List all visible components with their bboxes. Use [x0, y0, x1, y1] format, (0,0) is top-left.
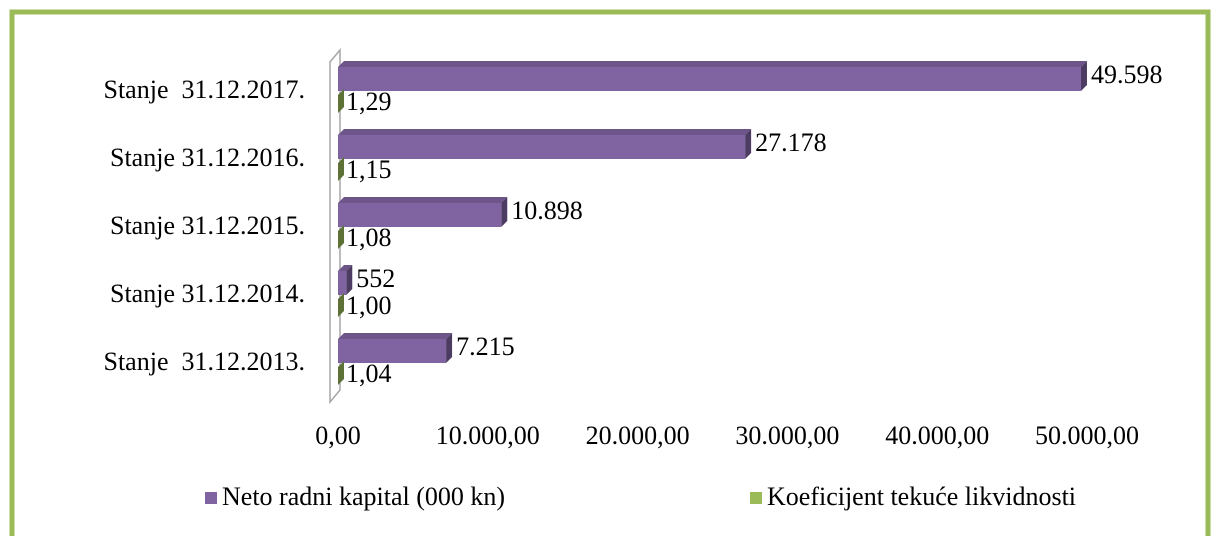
value-label: 1,08	[346, 223, 392, 252]
bar-top	[338, 197, 508, 203]
bar-side	[338, 293, 345, 317]
bar	[338, 203, 502, 227]
x-tick-label: 0,00	[315, 421, 361, 450]
value-label: 1,00	[346, 291, 392, 320]
bar-top	[338, 293, 345, 299]
y-tick-label: Stanje 31.12.2014.	[110, 279, 305, 308]
value-label: 7.215	[456, 332, 515, 361]
value-label: 1,15	[346, 155, 392, 184]
x-tick-label: 20.000,00	[586, 421, 690, 450]
legend-swatch	[750, 492, 762, 504]
bar-side	[346, 265, 353, 295]
value-label: 1,04	[346, 359, 392, 388]
y-tick-label: Stanje 31.12.2013.	[104, 347, 306, 376]
value-label: 27.178	[755, 128, 827, 157]
value-label: 49.598	[1091, 60, 1163, 89]
bar-side	[338, 157, 345, 181]
bar-top	[338, 157, 345, 163]
value-label: 1,29	[346, 87, 392, 116]
legend-swatch	[205, 492, 217, 504]
legend-label: Neto radni kapital (000 kn)	[222, 482, 505, 511]
bar-side	[338, 225, 345, 249]
bar-top	[338, 89, 345, 95]
y-tick-label: Stanje 31.12.2017.	[104, 75, 306, 104]
frame	[9, 9, 1211, 536]
bar-top	[338, 129, 752, 135]
legend-label: Koeficijent tekuće likvidnosti	[767, 482, 1076, 511]
bar-side	[446, 333, 453, 363]
bar-side	[338, 89, 345, 113]
y-tick-label: Stanje 31.12.2015.	[110, 211, 305, 240]
bar-top	[338, 265, 353, 271]
x-tick-label: 30.000,00	[735, 421, 839, 450]
bar-side	[338, 361, 345, 385]
bar-side	[501, 197, 508, 227]
bar-top	[338, 225, 345, 231]
bar	[338, 67, 1081, 91]
axis-wall	[329, 47, 341, 405]
x-tick-label: 40.000,00	[885, 421, 989, 450]
y-tick-label: Stanje 31.12.2016.	[110, 143, 305, 172]
bar	[338, 339, 447, 363]
bar-top	[338, 61, 1087, 67]
bar	[338, 135, 746, 159]
bar-side	[1080, 61, 1087, 91]
bar-top	[338, 333, 453, 339]
bar-top	[338, 361, 345, 367]
x-tick-label: 10.000,00	[436, 421, 540, 450]
value-label: 10.898	[511, 196, 583, 225]
x-tick-label: 50.000,00	[1035, 421, 1139, 450]
value-label: 552	[356, 264, 395, 293]
bar-side	[745, 129, 752, 159]
bar	[338, 271, 347, 295]
